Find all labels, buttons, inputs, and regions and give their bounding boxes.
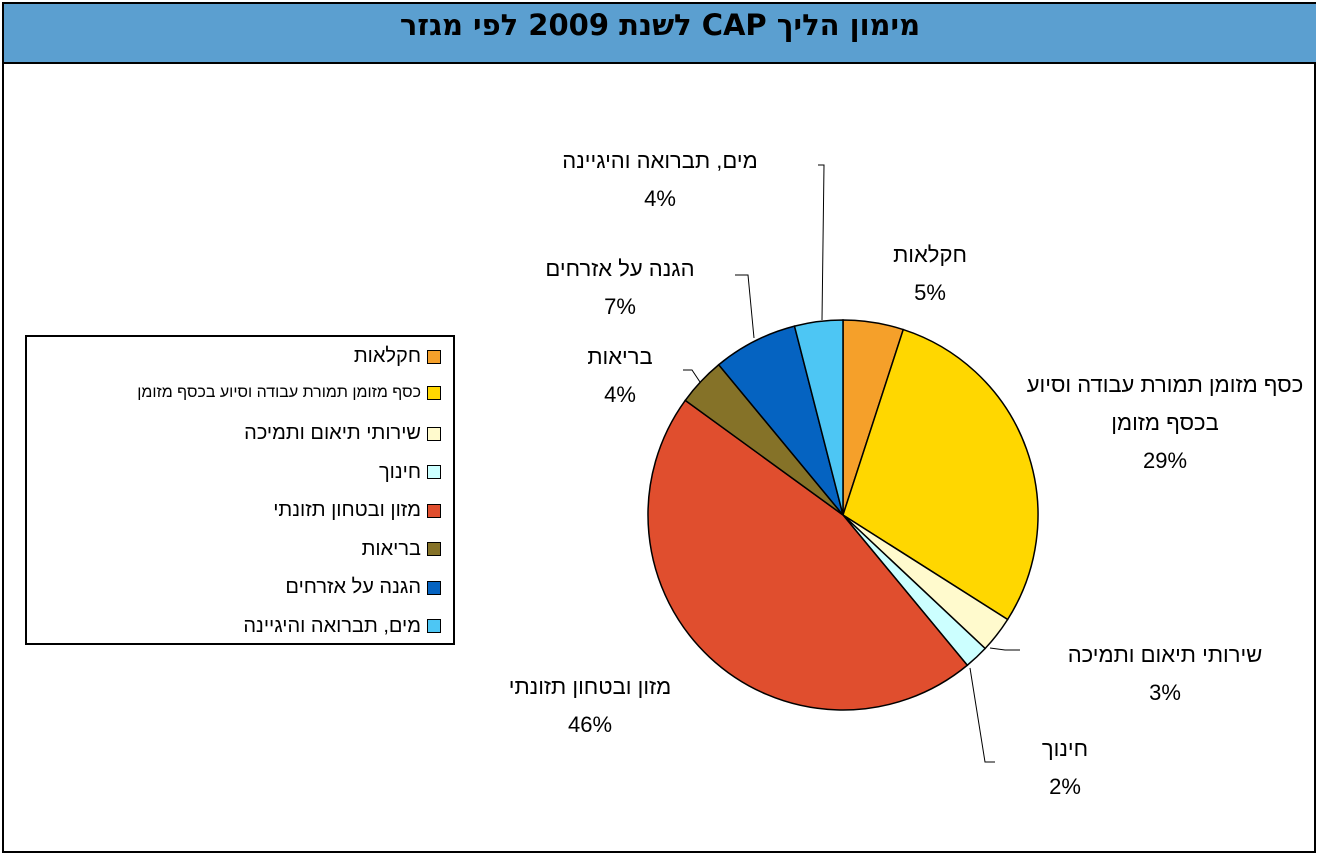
legend-item: שירותי תיאום ותמיכה [244,422,441,445]
data-label-value: 3% [1149,680,1181,705]
data-label-name: מזון ובטחון תזונתי [508,674,672,699]
legend-swatch [427,465,441,479]
leader-line [989,647,1020,651]
data-label-value: 4% [644,186,676,211]
data-label-name: שירותי תיאום ותמיכה [1067,642,1263,667]
legend-label: מים, תברואה והיגיינה [243,614,421,637]
legend-swatch [427,619,441,633]
legend-swatch [427,385,441,400]
leader-line [683,369,701,383]
legend-item: כסף מזומן תמורת עבודה וסיוע בכסף מזומן [137,384,441,402]
leader-line [969,667,995,763]
legend-label: שירותי תיאום ותמיכה [244,422,421,444]
data-label: מים, תברואה והיגיינה 4% [500,142,820,218]
leader-lines [683,164,1020,763]
data-label-name: בריאות [587,344,653,369]
data-label: מזון ובטחון תזונתי 46% [490,668,690,744]
data-label-value: 4% [604,382,636,407]
legend: חקלאות כסף מזומן תמורת עבודה וסיוע בכסף מ… [25,335,455,645]
data-label: חינוך 2% [985,730,1145,806]
data-label: חקלאות 5% [850,236,1010,312]
title-bar [4,4,1316,64]
data-label-name: חינוך [1041,736,1089,761]
data-label: שירותי תיאום ותמיכה 3% [1005,636,1320,712]
legend-label: חקלאות [353,345,421,367]
data-label-value: 46% [567,712,613,737]
data-label-name: מים, תברואה והיגיינה [562,148,758,173]
data-label-value: 2% [1049,774,1081,799]
legend-item: בריאות [362,538,441,561]
data-label-value: 29% [1142,448,1188,473]
legend-item: הגנה על אזרחים [285,576,441,599]
pie-slice [793,319,844,516]
legend-item: חקלאות [354,345,441,368]
legend-item: מים, תברואה והיגיינה [243,615,441,638]
data-label-value: 7% [604,294,636,319]
legend-label: בריאות [361,537,421,560]
legend-swatch [427,426,441,441]
data-label-name: כסף מזומן תמורת עבודה וסיוע בכסף מזומן [1026,372,1304,435]
legend-label: חינוך [378,460,421,483]
pie-slice [647,399,969,711]
legend-item: מזון ובטחון תזונתי [273,499,441,522]
data-label-value: 5% [914,280,946,305]
data-label: בריאות 4% [540,338,700,414]
leader-line [818,164,825,321]
data-label-name: חקלאות [893,242,967,267]
legend-swatch [427,503,441,518]
chart-title: מימון הליך CAP לשנת 2009 לפי מגזר [399,8,921,42]
data-label: הגנה על אזרחים 7% [490,250,750,326]
data-label: כסף מזומן תמורת עבודה וסיוע בכסף מזומן 29… [1005,366,1320,480]
legend-swatch [427,542,441,556]
legend-swatch [427,349,441,364]
pie-slice [842,328,1039,621]
legend-label: כסף מזומן תמורת עבודה וסיוע בכסף מזומן [137,383,421,401]
legend-label: הגנה על אזרחים [285,576,421,598]
legend-swatch [427,580,441,595]
leader-line [735,274,755,339]
legend-item: חינוך [379,461,441,484]
legend-label: מזון ובטחון תזונתי [273,499,421,521]
data-label-name: הגנה על אזרחים [545,256,695,281]
